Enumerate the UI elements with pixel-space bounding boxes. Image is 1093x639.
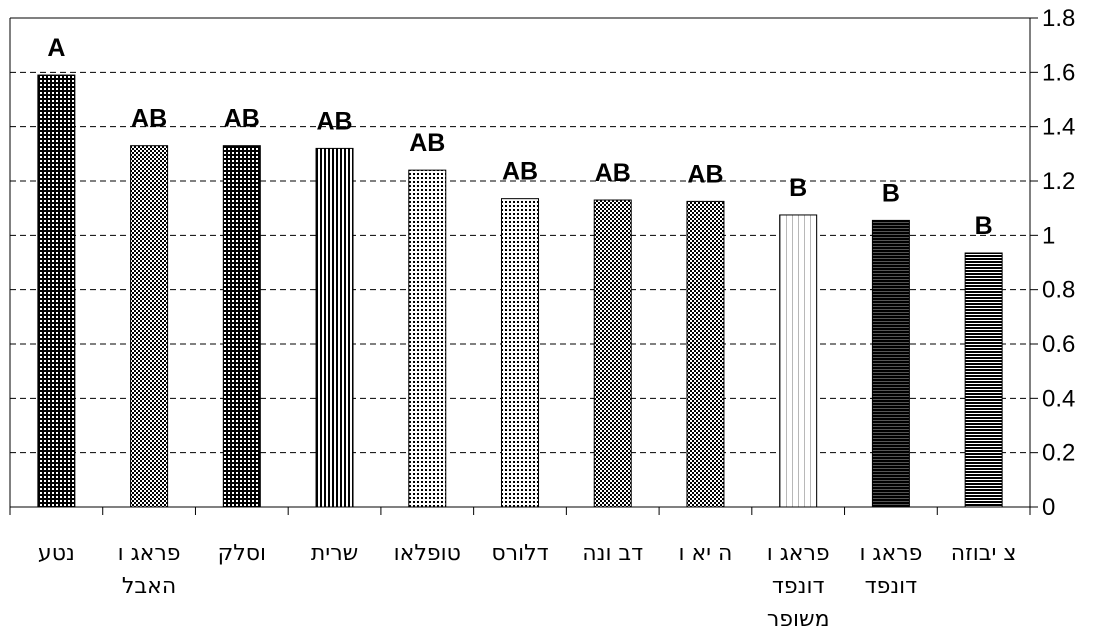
category-label: פראג ו [118,541,181,566]
y-tick-label: 1.2 [1042,168,1075,195]
axes [9,17,1038,515]
category-label: צ יבוזה [951,541,1017,566]
bar [964,252,1003,508]
y-tick-label: 0 [1042,494,1055,521]
y-tick-label: 0.2 [1042,440,1075,467]
category-label: ה יא ו [678,541,732,566]
bar [779,214,818,508]
significance-label: AB [316,107,352,135]
bars [37,74,1003,508]
bar [130,145,169,508]
labels: 0 0.2 0.4 0.6 0.8 1 1.2 1.4 1.6 1.8 A נטע AB פראג ו הא… [38,5,1075,632]
category-label: טופלאו [394,541,461,566]
significance-label: A [47,34,65,62]
bar [315,147,354,508]
bar [593,199,632,508]
category-label: האבל [122,574,176,599]
significance-label: B [789,174,807,202]
bar [871,219,910,508]
category-label: נטע [38,541,75,566]
category-label: שרית [311,541,358,566]
bar [686,200,725,508]
bar [501,198,539,508]
category-label: דב ונה [582,541,643,566]
y-tick-label: 1.4 [1042,114,1075,141]
significance-label: AB [224,105,260,133]
category-label: דונפד [865,574,918,599]
category-label: פראג ו [859,541,922,566]
y-tick-label: 1.6 [1042,59,1075,86]
significance-label: AB [595,159,631,187]
significance-label: B [882,179,900,207]
y-tick-label: 0.8 [1042,277,1075,304]
category-label: משופר [767,607,830,632]
y-tick-label: 0.6 [1042,331,1075,358]
y-tick-label: 1.8 [1042,5,1075,32]
significance-label: AB [409,129,445,157]
y-tick-label: 0.4 [1042,385,1075,412]
significance-label: B [975,212,993,240]
category-label: דונפד [772,574,825,599]
category-label: פראג ו [767,541,830,566]
significance-label: AB [502,158,538,186]
significance-label: AB [687,160,723,188]
significance-label: AB [131,105,167,133]
bar [222,145,261,508]
category-label: דלורס [491,541,548,566]
y-tick-label: 1 [1042,222,1055,249]
bar [408,169,447,508]
category-label: וסלק [218,541,266,566]
bar [37,74,76,508]
